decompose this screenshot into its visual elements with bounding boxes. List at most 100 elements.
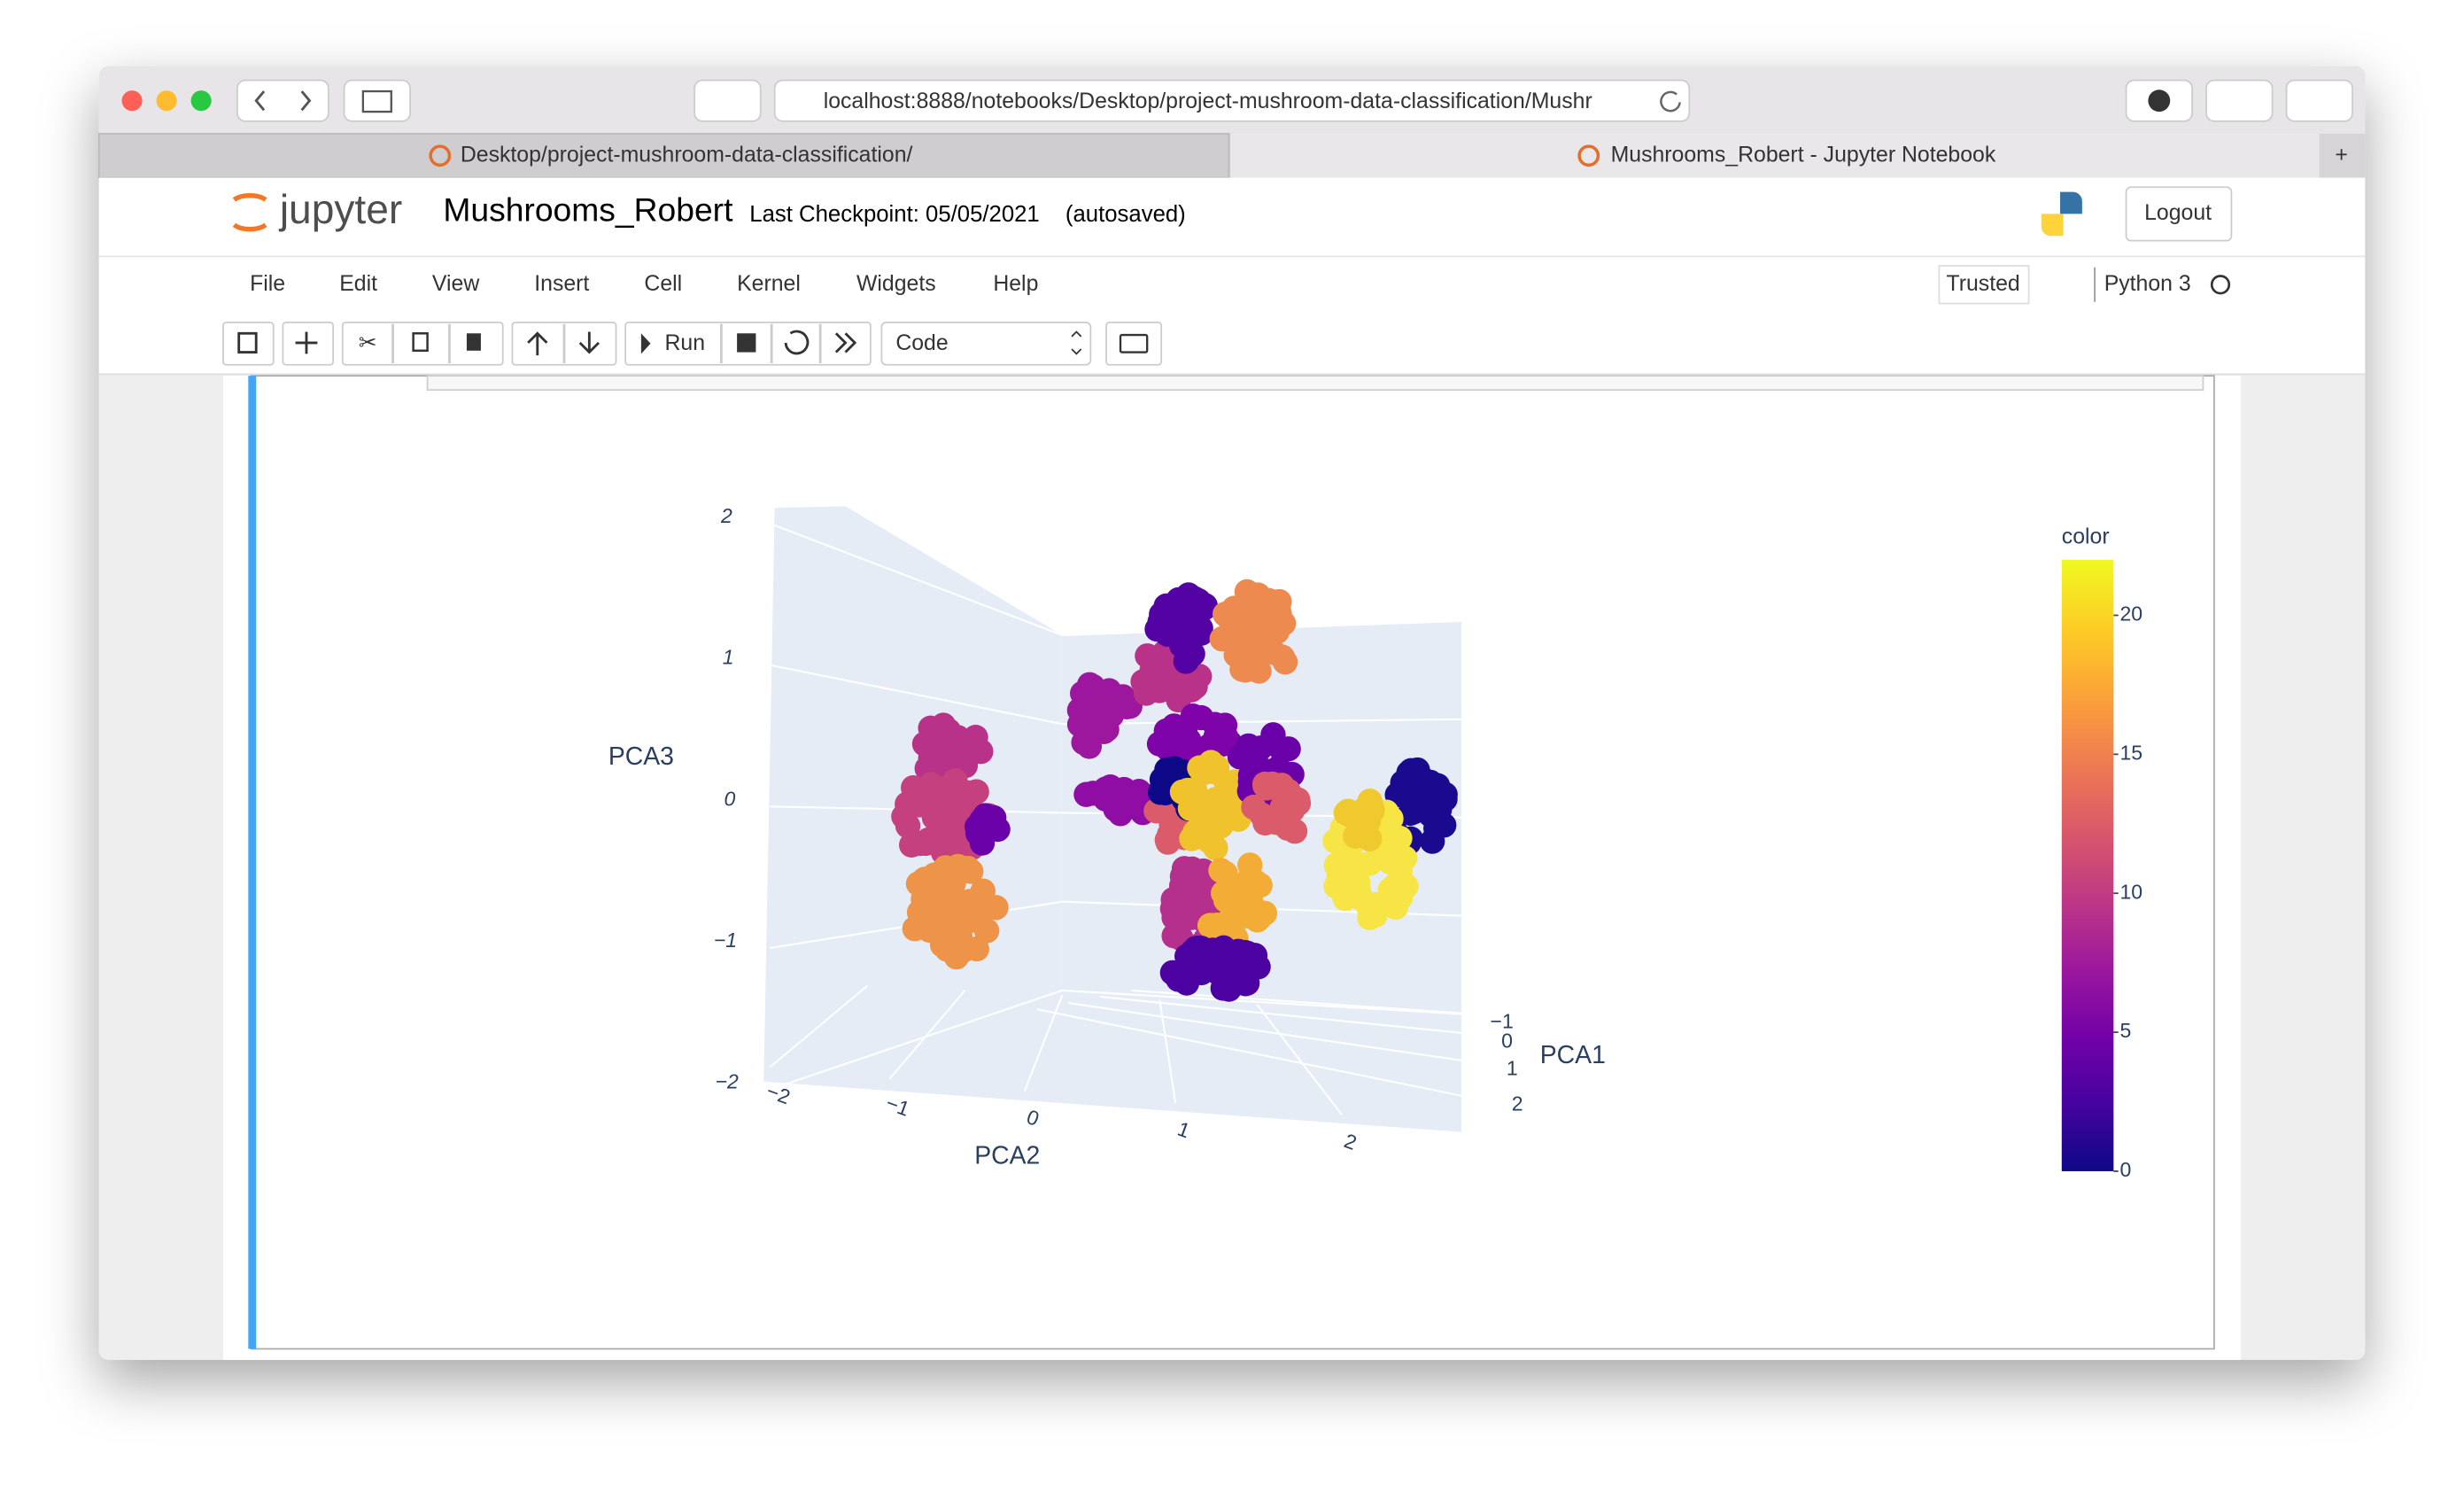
tabs-button[interactable] bbox=[2285, 79, 2353, 122]
point bbox=[933, 778, 958, 804]
point bbox=[1204, 790, 1229, 816]
logo[interactable]: jupyter bbox=[278, 186, 402, 232]
point bbox=[1383, 894, 1409, 921]
point bbox=[921, 862, 948, 888]
grid-line bbox=[770, 989, 1063, 1091]
trusted-indicator[interactable] bbox=[1938, 265, 2030, 305]
share-button[interactable] bbox=[2205, 79, 2274, 122]
point bbox=[1348, 885, 1374, 911]
url: localhost:8888/notebooks/Desktop/project… bbox=[824, 89, 1592, 113]
grid-line bbox=[1062, 718, 1462, 726]
menu-item[interactable]: Edit bbox=[339, 272, 377, 296]
grid-line bbox=[1023, 994, 1064, 1092]
z-tick-label: −1 bbox=[714, 929, 737, 952]
point bbox=[980, 804, 1007, 831]
trusted-label: Trusted bbox=[1946, 272, 2019, 296]
menu-item[interactable]: View bbox=[432, 272, 479, 296]
tab[interactable] bbox=[97, 133, 1230, 179]
menu-item[interactable]: Help bbox=[993, 272, 1038, 296]
x-axis-title: PCA1 bbox=[1540, 1041, 1606, 1069]
x-tick-label: −1 bbox=[1490, 1009, 1513, 1032]
menu-item[interactable]: Kernel bbox=[737, 272, 801, 296]
menu-item[interactable]: Cell bbox=[644, 272, 682, 296]
point bbox=[1357, 905, 1383, 931]
colorbar-title: color bbox=[2062, 525, 2110, 548]
zoom-button[interactable] bbox=[190, 90, 212, 112]
x-tick-label: 1 bbox=[1507, 1057, 1518, 1080]
point bbox=[1112, 693, 1138, 719]
y-axis-title: PCA2 bbox=[974, 1141, 1040, 1170]
tab-active[interactable] bbox=[1230, 133, 2320, 178]
kernel-name: Python 3 bbox=[2104, 272, 2191, 296]
point bbox=[1218, 940, 1244, 966]
z-tick-label: 2 bbox=[720, 504, 732, 527]
menu-item[interactable]: File bbox=[250, 272, 285, 296]
nav-buttons[interactable] bbox=[236, 79, 329, 122]
point bbox=[928, 906, 954, 932]
colorbar-tick-label: 10 bbox=[2119, 880, 2142, 903]
point bbox=[1074, 728, 1100, 754]
edit-buttons[interactable] bbox=[341, 321, 504, 366]
point bbox=[1208, 858, 1234, 883]
point bbox=[1154, 827, 1181, 853]
point bbox=[1166, 687, 1191, 713]
point bbox=[1179, 872, 1205, 898]
tab-title: Desktop/project-mushroom-data-classifica… bbox=[461, 143, 913, 167]
colorbar-tick-label: 20 bbox=[2119, 602, 2142, 626]
point bbox=[918, 715, 943, 742]
x-tick-label: 0 bbox=[1501, 1030, 1513, 1053]
cell-selection-bar bbox=[248, 376, 257, 1349]
svg-text:✂: ✂ bbox=[359, 331, 377, 355]
save-button[interactable] bbox=[222, 321, 275, 366]
logout-button[interactable] bbox=[2125, 186, 2233, 242]
point bbox=[1156, 736, 1182, 763]
point bbox=[1343, 823, 1368, 849]
autosave: (autosaved) bbox=[1065, 202, 1186, 227]
point bbox=[1209, 626, 1235, 652]
point bbox=[1149, 766, 1175, 792]
address-bar[interactable] bbox=[773, 79, 1691, 122]
cell-type-select[interactable] bbox=[880, 321, 1092, 366]
grid-line bbox=[1062, 989, 1462, 1015]
logout-label: Logout bbox=[2144, 201, 2212, 225]
point bbox=[1261, 640, 1287, 665]
menu-item[interactable]: Insert bbox=[534, 272, 589, 296]
point bbox=[1251, 771, 1278, 797]
close-button[interactable] bbox=[121, 90, 143, 112]
point bbox=[970, 878, 996, 904]
privacy-button[interactable] bbox=[693, 79, 762, 122]
point bbox=[1179, 826, 1205, 851]
point bbox=[1183, 894, 1209, 921]
grid-line bbox=[1036, 1008, 1462, 1097]
point bbox=[957, 785, 982, 811]
point bbox=[1285, 790, 1312, 816]
point bbox=[1262, 592, 1288, 618]
point bbox=[902, 916, 928, 942]
point bbox=[1390, 872, 1415, 898]
keyboard-button[interactable] bbox=[1105, 321, 1163, 366]
point bbox=[1133, 680, 1159, 706]
point bbox=[1340, 852, 1366, 878]
point bbox=[1247, 872, 1273, 898]
run-label: Run bbox=[665, 331, 706, 355]
notebook-name[interactable]: Mushrooms_Robert bbox=[443, 190, 733, 228]
point bbox=[1211, 880, 1236, 906]
point bbox=[1104, 791, 1131, 818]
point bbox=[1424, 792, 1450, 819]
point bbox=[1228, 615, 1254, 641]
minimize-button[interactable] bbox=[156, 90, 177, 112]
sidebar-button[interactable] bbox=[343, 79, 411, 122]
tab-title: Mushrooms_Robert - Jupyter Notebook bbox=[1611, 143, 1996, 167]
grid-line bbox=[1256, 1004, 1344, 1116]
point bbox=[933, 830, 958, 857]
menu-item[interactable]: Widgets bbox=[856, 272, 936, 296]
point bbox=[1268, 735, 1294, 762]
z-axis-title: PCA3 bbox=[608, 742, 674, 771]
colorbar-tick-label: 15 bbox=[2119, 741, 2142, 764]
x-tick-label: 2 bbox=[1512, 1092, 1523, 1115]
grid-line bbox=[770, 664, 1063, 726]
point bbox=[1246, 658, 1272, 684]
point bbox=[1224, 901, 1251, 927]
